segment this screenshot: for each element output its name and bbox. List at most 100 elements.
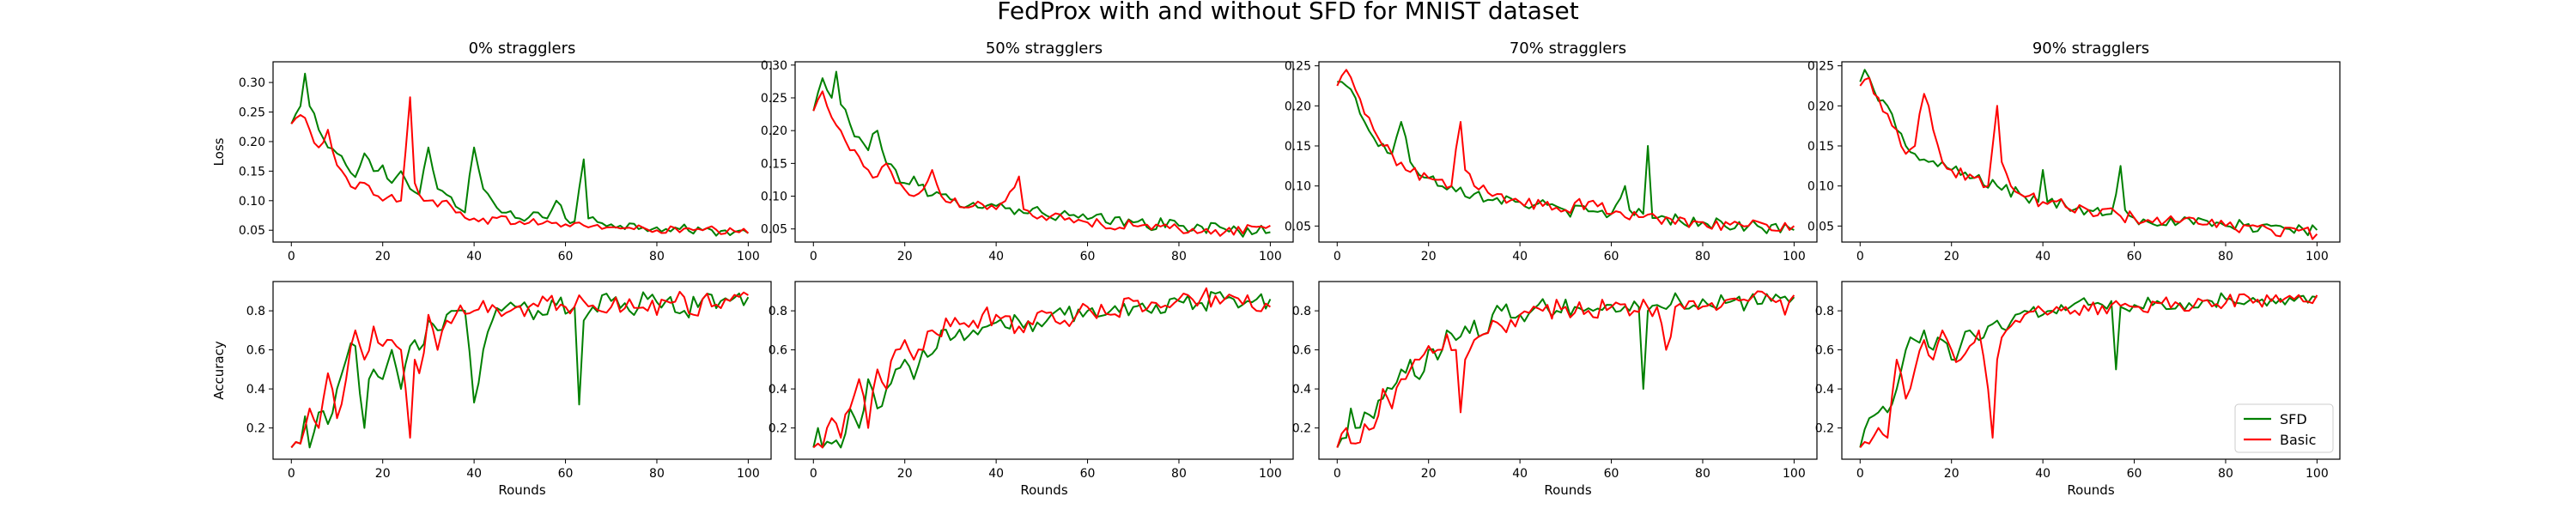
panel-loss-70: 70% stragglers 0 20 40 60 80 100 0.05 0.10 0.15 0.… (1285, 39, 1818, 264)
y-tick-label: 0.4 (1815, 383, 1834, 397)
y-tick-label: 0.8 (1292, 305, 1311, 318)
x-tick-label: 60 (558, 250, 574, 264)
series-basic-line (290, 96, 750, 235)
y-tick-label: 0.05 (1285, 220, 1311, 233)
y-tick-label: 0.20 (239, 136, 265, 149)
x-tick-label: 20 (1944, 250, 1959, 264)
series-sfd-line (812, 291, 1272, 449)
x-tick-label: 40 (1512, 250, 1528, 264)
x-tick-label: 40 (466, 250, 482, 264)
x-axis-label: Rounds (1020, 482, 1067, 498)
y-tick-label: 0.05 (239, 224, 265, 238)
x-tick-label: 100 (737, 250, 760, 264)
panel-acc-0: 0 20 40 60 80 100 0.2 0.4 0.6 0.8 Accuracy Rounds (211, 281, 772, 498)
x-tick-label: 0 (1334, 250, 1341, 264)
x-tick-label: 60 (558, 467, 574, 481)
legend-label-sfd: SFD (2280, 411, 2307, 427)
figure-title: FedProx with and without SFD for MNIST d… (997, 0, 1578, 25)
y-tick-label: 0.15 (761, 157, 787, 171)
series-basic-line (1336, 69, 1795, 232)
x-tick-label: 60 (2127, 467, 2142, 481)
x-tick-label: 0 (1856, 467, 1864, 481)
panel-loss-0: 0% stragglers 0 20 40 60 80 100 0.05 0.10 0.15 0.2… (211, 39, 772, 264)
panel-acc-70: 0 20 40 60 80 100 0.2 0.4 0.6 0.8 Rounds (1292, 281, 1818, 498)
series-basic-line (290, 290, 749, 449)
y-tick-label: 0.6 (246, 344, 265, 358)
y-tick-label: 0.10 (1807, 180, 1834, 194)
x-tick-label: 40 (1512, 467, 1528, 481)
plot-frame (272, 281, 772, 460)
x-tick-label: 0 (288, 250, 295, 264)
x-tick-label: 80 (2218, 467, 2233, 481)
x-tick-label: 80 (1695, 467, 1710, 481)
x-tick-label: 0 (288, 467, 295, 481)
y-tick-label: 0.10 (761, 191, 787, 204)
y-tick-label: 0.2 (246, 422, 265, 436)
x-tick-label: 20 (1421, 467, 1437, 481)
y-axis-label: Accuracy (211, 341, 227, 400)
y-tick-label: 0.25 (1285, 60, 1311, 74)
x-tick-label: 20 (375, 250, 391, 264)
x-tick-label: 20 (897, 467, 913, 481)
panel-loss-90: 90% stragglers 0 20 40 60 80 100 0.05 0.10 0.15 0.… (1807, 39, 2341, 264)
panel-title: 50% stragglers (986, 39, 1103, 58)
y-tick-label: 0.2 (1815, 422, 1834, 436)
x-tick-label: 100 (737, 467, 760, 481)
y-tick-label: 0.25 (1807, 60, 1834, 74)
panel-title: 0% stragglers (469, 39, 576, 58)
y-tick-label: 0.4 (769, 383, 787, 397)
series-basic-line (812, 90, 1271, 237)
y-tick-label: 0.10 (1285, 180, 1311, 194)
x-tick-label: 40 (988, 467, 1004, 481)
x-tick-label: 80 (1695, 250, 1710, 264)
x-tick-label: 0 (1856, 250, 1864, 264)
y-tick-label: 0.2 (769, 422, 787, 436)
x-tick-label: 80 (1171, 250, 1187, 264)
y-tick-label: 0.6 (769, 344, 787, 358)
y-tick-label: 0.25 (761, 92, 787, 106)
legend: SFD Basic (2234, 403, 2334, 453)
series-sfd-line (812, 70, 1271, 238)
y-tick-label: 0.20 (761, 124, 787, 138)
y-axis-label: Loss (211, 137, 227, 166)
y-tick-label: 0.6 (1292, 344, 1311, 358)
x-tick-label: 0 (810, 467, 817, 481)
y-tick-label: 0.20 (1807, 100, 1834, 113)
y-tick-label: 0.4 (1292, 383, 1311, 397)
y-tick-label: 0.8 (1815, 305, 1834, 318)
series-sfd-line (1336, 292, 1795, 448)
x-tick-label: 80 (649, 250, 665, 264)
y-tick-label: 0.30 (761, 59, 787, 73)
plot-frame (794, 61, 1294, 243)
plot-frame (1318, 281, 1818, 460)
panel-acc-50: 0 20 40 60 80 100 0.2 0.4 0.6 0.8 Rounds (769, 281, 1294, 498)
x-tick-label: 40 (988, 250, 1004, 264)
x-tick-label: 20 (1944, 467, 1959, 481)
plot-frame (1841, 61, 2341, 243)
series-sfd-line (290, 291, 750, 449)
x-tick-label: 60 (1604, 467, 1619, 481)
y-tick-label: 0.15 (239, 165, 265, 179)
panel-acc-90: 0 20 40 60 80 100 0.2 0.4 0.6 0.8 Rounds SFD Basic (1815, 281, 2341, 498)
y-tick-label: 0.4 (246, 383, 265, 397)
x-tick-label: 80 (2218, 250, 2233, 264)
x-tick-label: 80 (649, 467, 665, 481)
y-tick-label: 0.6 (1815, 344, 1834, 358)
y-tick-label: 0.8 (246, 305, 265, 318)
y-tick-label: 0.05 (761, 223, 787, 237)
x-tick-label: 100 (1783, 250, 1806, 264)
plot-frame (794, 281, 1294, 460)
x-tick-label: 20 (897, 250, 913, 264)
x-tick-label: 100 (1259, 467, 1282, 481)
plot-frame (1841, 281, 2341, 460)
panel-title: 70% stragglers (1510, 39, 1626, 58)
x-tick-label: 20 (1421, 250, 1437, 264)
x-tick-label: 100 (2306, 467, 2329, 481)
series-basic-line (1859, 293, 2318, 449)
plot-frame (272, 61, 772, 243)
x-tick-label: 60 (1080, 250, 1096, 264)
y-tick-label: 0.30 (239, 76, 265, 90)
series-basic-line (1859, 76, 2318, 240)
